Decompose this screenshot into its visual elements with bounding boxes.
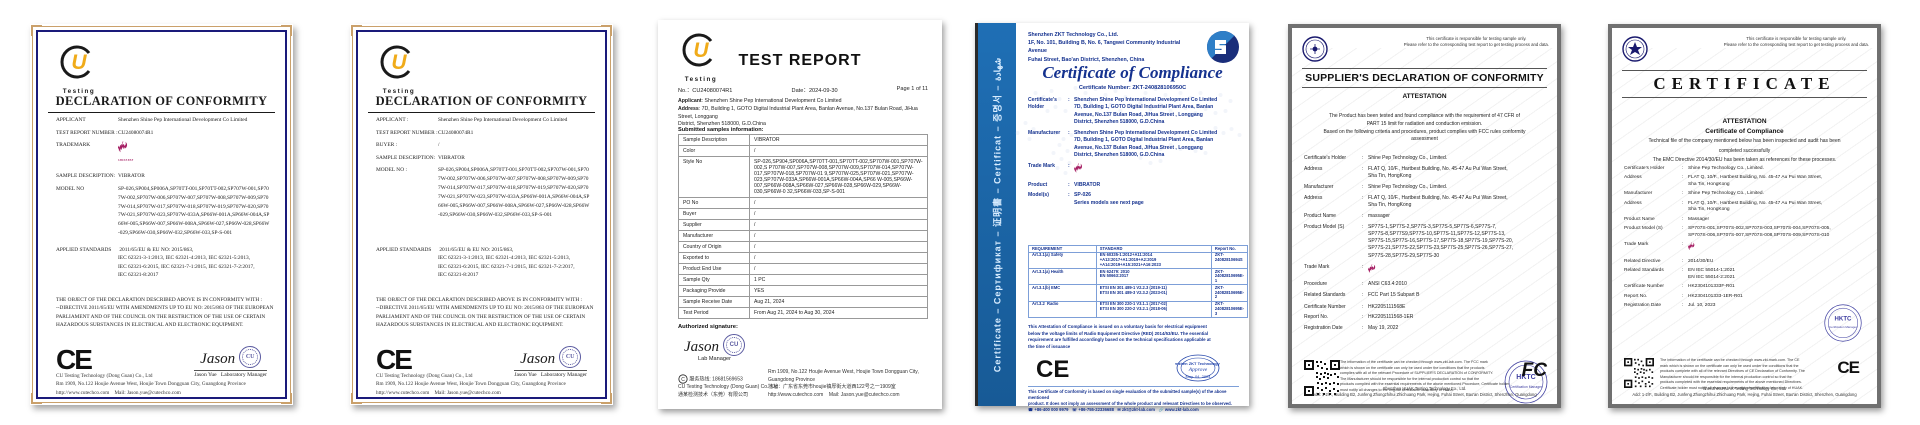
svg-text:Approve: Approve xyxy=(1188,367,1208,373)
svg-text:U: U xyxy=(391,51,407,74)
svg-text:HKTC: HKTC xyxy=(1835,315,1852,322)
svg-text:U: U xyxy=(71,51,87,74)
svg-text:Shenzhen ZKT Technology Co.: Shenzhen ZKT Technology Co. xyxy=(1175,361,1221,366)
svg-text:May. 04, 2024: May. 04, 2024 xyxy=(1185,374,1211,379)
svg-text:Certification Manager: Certification Manager xyxy=(1829,325,1857,329)
svg-text:C: C xyxy=(681,377,685,383)
